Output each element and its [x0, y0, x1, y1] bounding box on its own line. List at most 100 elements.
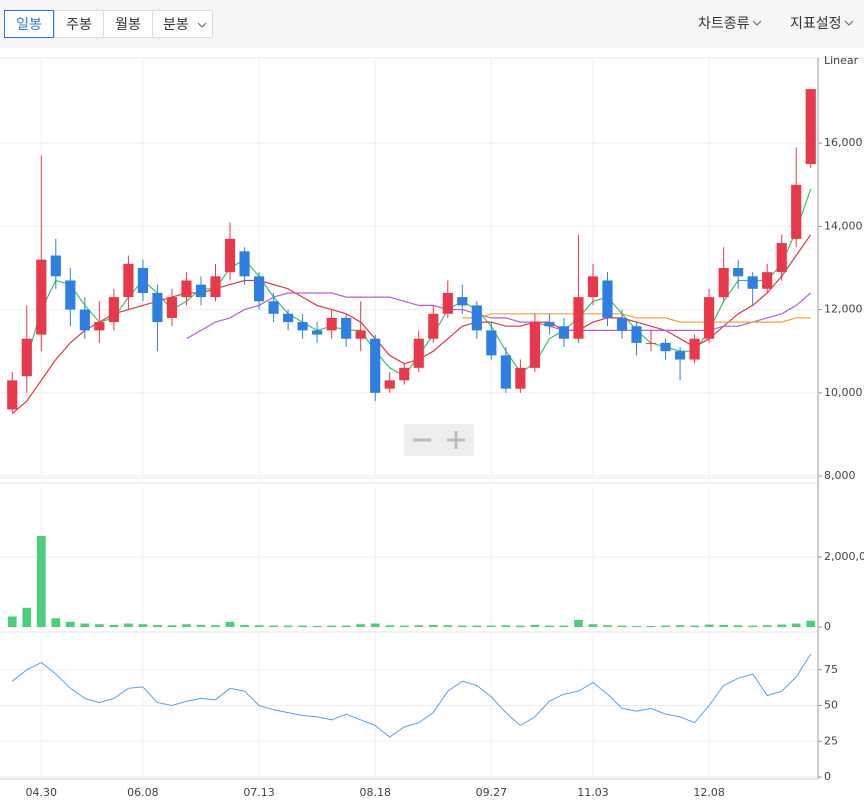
volume-bar: [791, 623, 801, 627]
candle-body: [704, 297, 715, 339]
volume-bar: [704, 624, 714, 627]
menu-text: 지표설정: [790, 16, 842, 32]
volume-bar: [109, 624, 119, 627]
volume-bar: [80, 623, 90, 627]
line: [462, 313, 811, 323]
volume-bar: [428, 624, 438, 627]
x-tick-label: 07.13: [243, 786, 275, 799]
volume-bar: [356, 624, 366, 627]
candle-body: [660, 342, 671, 352]
volume-bar: [414, 625, 424, 627]
volume-bar: [138, 624, 148, 627]
candle-body: [645, 342, 657, 344]
candle-body: [384, 380, 395, 389]
candle-body: [616, 317, 628, 331]
volume-bar: [574, 620, 583, 627]
volume-bar: [501, 625, 511, 627]
volume-bar: [196, 624, 206, 627]
y-tick-label: 75: [824, 663, 838, 676]
menu-text: 차트종류: [698, 16, 750, 32]
candle-body: [123, 263, 134, 298]
volume-bar: [240, 624, 249, 627]
candle-body: [355, 330, 366, 339]
volume-bar: [254, 625, 264, 627]
volume-bar: [51, 618, 61, 627]
candle-body: [181, 280, 192, 298]
candle-body: [94, 322, 105, 331]
volume-bar: [632, 625, 641, 627]
candle-body: [442, 292, 453, 314]
candle-body: [195, 284, 207, 298]
candle-body: [457, 297, 468, 306]
volume-bar: [661, 625, 670, 627]
y-tick-label: 50: [824, 699, 838, 712]
zoom-control[interactable]: [404, 424, 474, 456]
candle-body: [747, 276, 758, 289]
volume-bar: [617, 625, 627, 627]
candle-body: [283, 313, 294, 323]
volume-bar: [545, 625, 554, 627]
chevron: [752, 20, 761, 26]
volume-bar: [95, 624, 104, 627]
candle-body: [674, 351, 686, 360]
volume-bar: [225, 621, 235, 627]
candle-body: [341, 317, 352, 339]
candle-body: [326, 317, 337, 331]
chevron: [197, 22, 207, 28]
line: [11, 234, 812, 415]
volume-bar: [22, 607, 32, 627]
y-tick-label: 2,000,00: [824, 550, 864, 563]
candle-body: [65, 280, 76, 310]
candle-body: [370, 338, 381, 393]
candle-body: [762, 272, 773, 289]
volume-bar: [748, 625, 758, 627]
y-tick-label: 0: [824, 770, 831, 783]
volume-bar: [269, 625, 278, 627]
volume-bar: [530, 624, 540, 627]
volume-bar: [559, 625, 569, 627]
volume-bar: [370, 623, 380, 627]
candle-body: [689, 338, 700, 360]
candle-body: [718, 268, 729, 298]
candle-body: [515, 367, 526, 389]
y-tick-label: 8,000: [824, 469, 856, 482]
candle-body: [79, 309, 90, 331]
volume-bar: [733, 625, 743, 627]
candle-body: [297, 322, 308, 331]
candle-body: [268, 301, 279, 314]
candle-body: [573, 297, 584, 339]
line: [11, 653, 812, 738]
volume-bar: [646, 625, 656, 627]
menu-button[interactable]: 차트종류: [698, 10, 762, 38]
volume-bar: [762, 625, 772, 627]
candle-body: [399, 367, 410, 381]
volume-bar: [719, 624, 728, 627]
period-button[interactable]: 일봉: [4, 10, 54, 38]
candle-body: [544, 322, 555, 327]
x-tick-label: 09.27: [476, 786, 508, 799]
candle-body: [312, 330, 323, 335]
y-tick-label: 25: [824, 734, 838, 747]
x-tick-label: 06.08: [127, 786, 159, 799]
volume-bar: [124, 623, 133, 627]
y-tick-label: 12,000: [824, 303, 863, 316]
period-button[interactable]: 주봉: [54, 10, 104, 38]
volume-bar: [472, 625, 482, 627]
period-button[interactable]: 분봉: [152, 10, 213, 38]
candle-body: [500, 355, 511, 389]
candle-body: [36, 259, 47, 335]
volume-bar: [7, 616, 17, 627]
candle-body: [137, 268, 149, 293]
chevron: [844, 20, 853, 26]
candle-body: [529, 322, 540, 368]
volume-bar: [385, 625, 395, 627]
scale-label: Linear: [824, 54, 859, 67]
x-tick-label: 11.03: [577, 786, 609, 799]
y-tick-label: 10,000: [824, 386, 863, 399]
menu-button[interactable]: 지표설정: [790, 10, 854, 38]
volume-bar: [65, 621, 75, 627]
period-button[interactable]: 월봉: [103, 10, 153, 38]
candle-body: [805, 89, 816, 164]
period-text: 분봉: [163, 17, 189, 33]
